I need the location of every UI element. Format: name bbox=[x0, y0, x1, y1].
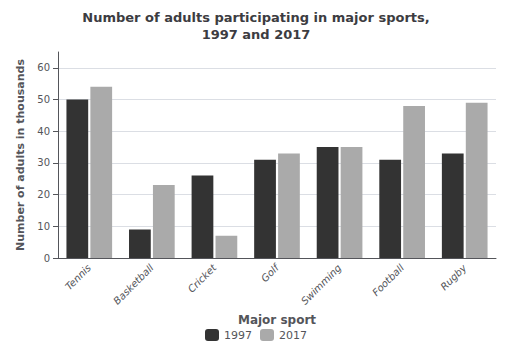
svg-text:30: 30 bbox=[37, 157, 50, 168]
svg-text:0: 0 bbox=[44, 253, 50, 264]
svg-text:Cricket: Cricket bbox=[186, 261, 219, 294]
svg-text:Number of adults in thousands: Number of adults in thousands bbox=[14, 59, 27, 251]
svg-text:40: 40 bbox=[37, 126, 50, 137]
svg-text:1997 and 2017: 1997 and 2017 bbox=[202, 27, 311, 42]
svg-text:Tennis: Tennis bbox=[63, 262, 93, 292]
svg-text:Golf: Golf bbox=[259, 261, 282, 284]
svg-text:Basketball: Basketball bbox=[111, 262, 156, 307]
svg-text:Football: Football bbox=[370, 262, 406, 298]
svg-text:2017: 2017 bbox=[279, 329, 307, 342]
svg-text:20: 20 bbox=[37, 189, 50, 200]
svg-text:60: 60 bbox=[37, 62, 50, 73]
svg-text:Major sport: Major sport bbox=[238, 313, 316, 327]
svg-text:Swimming: Swimming bbox=[299, 262, 344, 307]
svg-text:Number of adults participating: Number of adults participating in major … bbox=[82, 10, 429, 25]
svg-text:50: 50 bbox=[37, 94, 50, 105]
svg-text:10: 10 bbox=[37, 221, 50, 232]
svg-text:Rugby: Rugby bbox=[438, 261, 469, 292]
svg-text:1997: 1997 bbox=[224, 329, 252, 342]
